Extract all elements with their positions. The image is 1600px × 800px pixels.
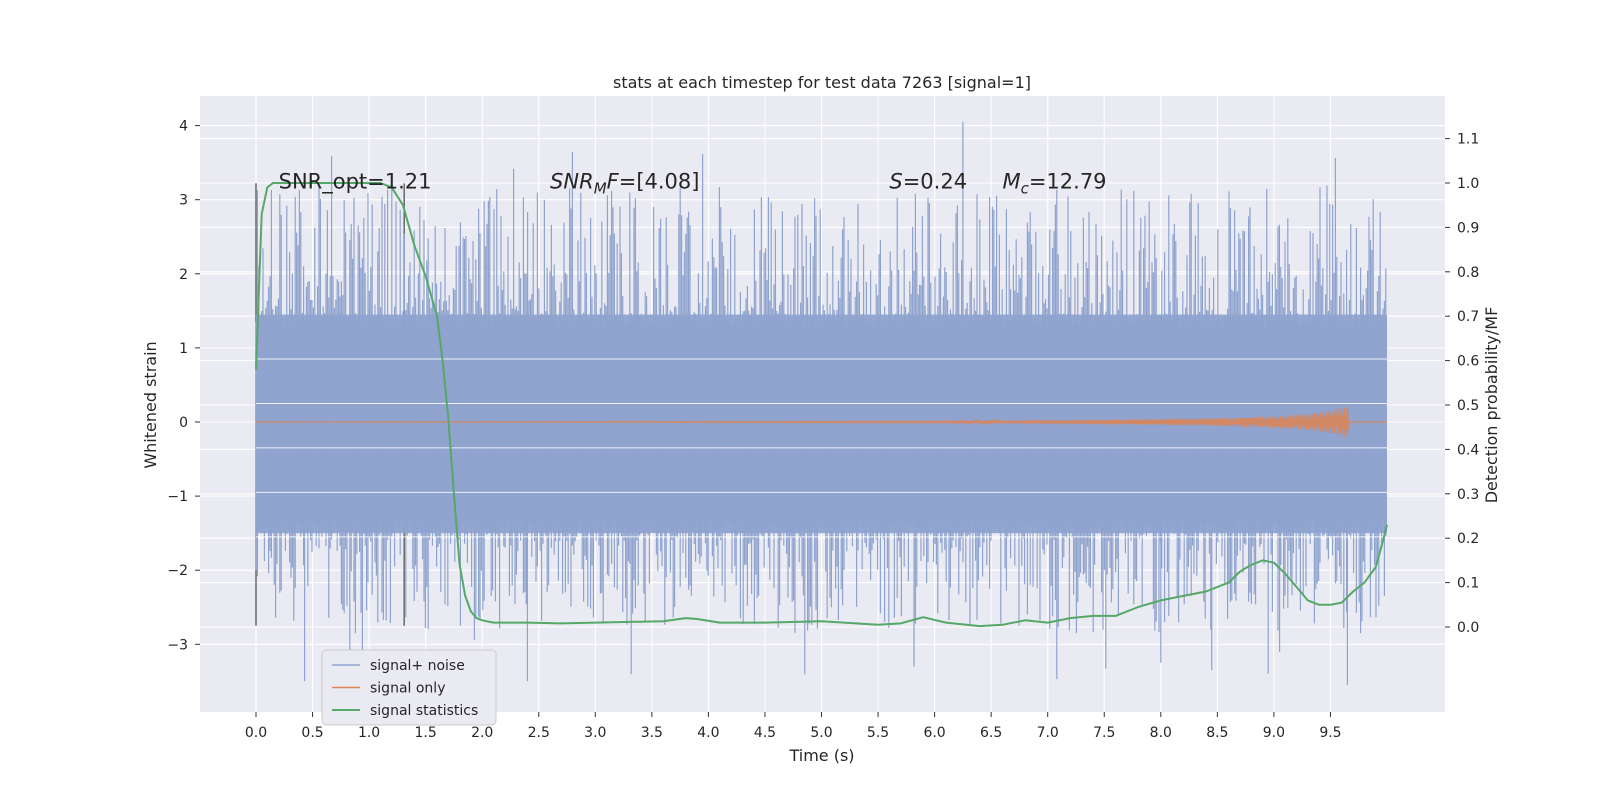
legend-label: signal statistics — [370, 703, 478, 719]
chart-title: stats at each timestep for test data 726… — [613, 73, 1031, 92]
right-tick-label: 0.1 — [1457, 576, 1479, 592]
y-tick-label: 2 — [179, 267, 188, 283]
mc-annotation: Mc=12.79 — [1002, 170, 1106, 198]
right-tick-label: 0.7 — [1457, 309, 1479, 325]
x-tick-label: 4.5 — [754, 725, 776, 741]
x-axis-label: Time (s) — [788, 746, 854, 765]
right-tick-label: 0.6 — [1457, 354, 1479, 370]
x-tick-label: 0.5 — [301, 725, 323, 741]
stats-line — [255, 182, 1388, 628]
x-tick-label: 8.0 — [1150, 725, 1172, 741]
x-tick-label: 1.0 — [358, 725, 380, 741]
x-tick-label: 7.5 — [1093, 725, 1115, 741]
x-tick-label: 8.5 — [1206, 725, 1228, 741]
right-tick-label: 1.1 — [1457, 132, 1479, 148]
right-tick-label: 0.8 — [1457, 265, 1479, 281]
x-tick-label: 6.0 — [923, 725, 945, 741]
x-tick-label: 6.5 — [980, 725, 1002, 741]
signal-trace — [256, 407, 1387, 439]
y-tick-label: −3 — [167, 637, 188, 653]
right-tick-label: 0.4 — [1457, 442, 1479, 458]
snr-mf-annotation: SNRMF=[4.08] — [550, 170, 699, 198]
y-axis-label: Whitened strain — [141, 341, 160, 468]
x-tick-label: 2.0 — [471, 725, 493, 741]
legend: signal+ noise signal only signal statistic… — [321, 649, 497, 726]
signal-series — [256, 407, 1387, 439]
right-tick-label: 0.2 — [1457, 531, 1479, 547]
snr-opt-annotation: SNR_opt=1.21 — [279, 170, 432, 195]
y-axis-ticks: −3 −2 −1 0 1 2 3 4 — [167, 119, 200, 653]
y-tick-label: −1 — [167, 489, 188, 505]
legend-box — [321, 649, 497, 726]
y-tick-label: 1 — [179, 341, 188, 357]
right-axis-label: Detection probability/MF — [1482, 307, 1501, 504]
x-tick-label: 9.5 — [1319, 725, 1341, 741]
x-tick-label: 3.0 — [584, 725, 606, 741]
right-tick-label: 1.0 — [1457, 176, 1479, 192]
y-tick-label: −2 — [167, 563, 188, 579]
right-tick-label: 0.5 — [1457, 398, 1479, 414]
x-tick-label: 3.5 — [641, 725, 663, 741]
x-tick-label: 5.0 — [810, 725, 832, 741]
x-tick-label: 5.5 — [867, 725, 889, 741]
y-tick-label: 0 — [179, 415, 188, 431]
x-tick-label: 4.0 — [697, 725, 719, 741]
right-tick-label: 0.9 — [1457, 220, 1479, 236]
x-tick-label: 1.5 — [415, 725, 437, 741]
x-tick-label: 7.0 — [1037, 725, 1059, 741]
y-tick-label: 3 — [179, 193, 188, 209]
x-tick-label: 2.5 — [528, 725, 550, 741]
right-tick-label: 0.0 — [1457, 620, 1479, 636]
legend-label: signal only — [370, 681, 445, 697]
annotations: SNR_opt=1.21 SNRMF=[4.08] S=0.24 Mc=12.7… — [279, 170, 1107, 198]
right-axis-ticks: 0.0 0.1 0.2 0.3 0.4 0.5 0.6 0.7 0.8 0.9 1.0 1.1 — [1445, 132, 1479, 636]
x-tick-label: 0.0 — [245, 725, 267, 741]
stats-series — [255, 182, 1388, 628]
right-tick-label: 0.3 — [1457, 487, 1479, 503]
x-axis-ticks: 0.0 0.5 1.0 1.5 2.0 2.5 3.0 3.5 4.0 4.5 5.0 5.5 6.0 6… — [245, 712, 1342, 741]
s-annotation: S=0.24 — [889, 170, 967, 194]
x-tick-label: 9.0 — [1263, 725, 1285, 741]
y-tick-label: 4 — [179, 119, 188, 135]
legend-label: signal+ noise — [370, 658, 465, 674]
